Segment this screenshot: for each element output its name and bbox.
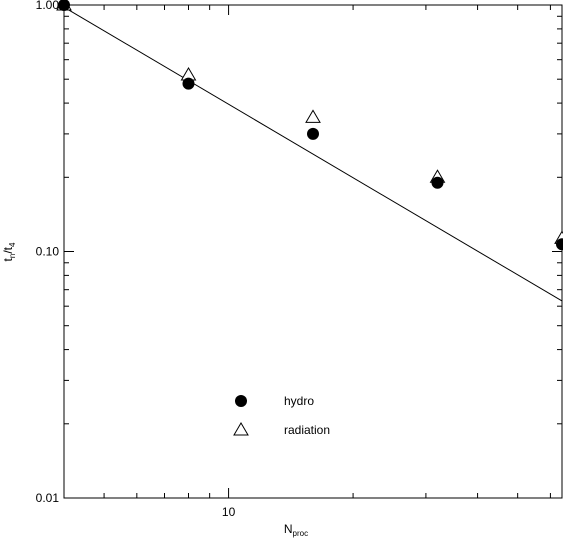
hydro-point [58, 0, 70, 11]
hydro-point [307, 127, 319, 140]
legend-hydro-marker [235, 395, 247, 407]
x-axis-label-main: N [284, 522, 293, 536]
legend-hydro-label: hydro [284, 394, 314, 408]
reference-line-group [63, 6, 563, 302]
axis-tick-labels: 1.00 0.10 0.01 10 [36, 0, 236, 519]
radiation-point [305, 109, 321, 123]
y-axis-label-slash: /t [1, 246, 15, 253]
x-tick-label: 10 [222, 505, 236, 519]
hydro-point [182, 77, 195, 90]
hydro-point [431, 176, 444, 189]
x-axis-label: Nproc [284, 522, 308, 538]
y-axis-label: tn/t4 [1, 242, 17, 261]
legend-radiation-label: radiation [284, 423, 330, 437]
reference-line [63, 6, 563, 302]
y-axis-label-n: n [8, 254, 17, 258]
legend-radiation-marker [233, 422, 249, 436]
x-axis-label-sub: proc [293, 529, 309, 538]
legend: hydro radiation [233, 394, 330, 437]
y-axis-label-t: t [1, 257, 15, 261]
y-tick-label: 0.01 [36, 491, 60, 505]
y-tick-label: 0.10 [36, 245, 60, 259]
y-axis-label-four: 4 [8, 242, 17, 247]
hydro-point [556, 238, 563, 251]
y-tick-label: 1.00 [36, 0, 60, 12]
data-points [56, 0, 563, 251]
